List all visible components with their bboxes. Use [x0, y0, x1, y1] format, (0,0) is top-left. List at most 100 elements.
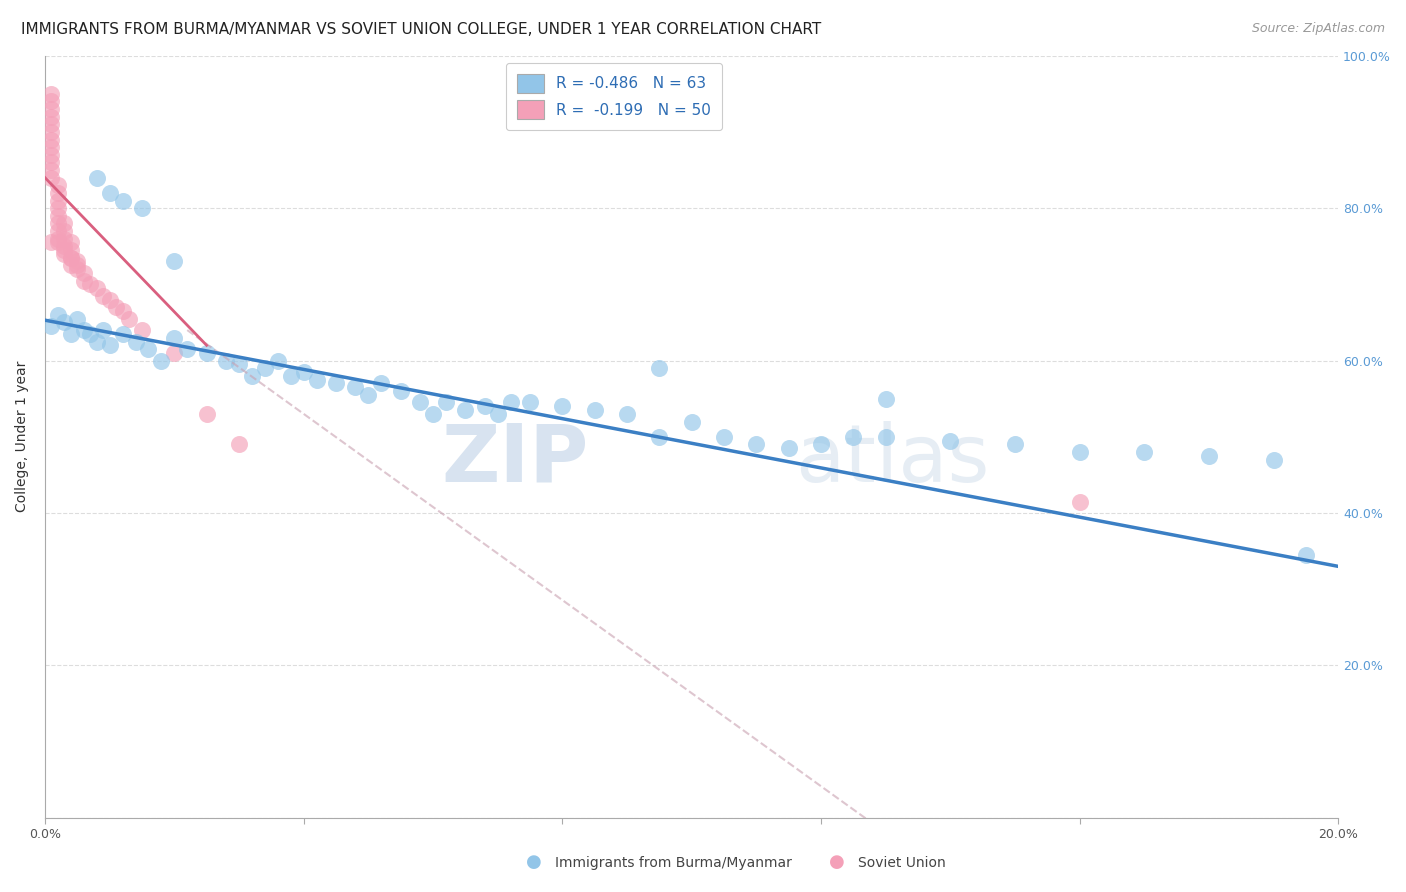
Point — [305, 373, 328, 387]
Point — [41, 319, 63, 334]
Point — [409, 395, 432, 409]
Point — [138, 342, 160, 356]
Point — [810, 437, 832, 451]
Point — [875, 430, 897, 444]
Point — [124, 334, 146, 349]
Point — [150, 353, 173, 368]
Point — [111, 304, 134, 318]
Text: Soviet Union: Soviet Union — [858, 855, 945, 870]
Point — [41, 125, 63, 139]
Point — [195, 407, 218, 421]
Point — [163, 346, 186, 360]
Point — [41, 163, 63, 178]
Point — [616, 407, 638, 421]
Point — [46, 224, 69, 238]
Point — [583, 403, 606, 417]
Text: Source: ZipAtlas.com: Source: ZipAtlas.com — [1251, 22, 1385, 36]
Point — [474, 399, 496, 413]
Point — [267, 353, 290, 368]
Point — [215, 353, 238, 368]
Point — [118, 311, 141, 326]
Point — [41, 95, 63, 109]
Point — [79, 326, 101, 341]
Point — [1069, 494, 1091, 508]
Point — [778, 441, 800, 455]
Text: ●: ● — [526, 853, 543, 871]
Point — [389, 384, 412, 398]
Point — [41, 117, 63, 131]
Point — [86, 281, 108, 295]
Point — [648, 361, 671, 376]
Point — [53, 224, 76, 238]
Point — [745, 437, 768, 451]
Text: atlas: atlas — [794, 421, 990, 499]
Point — [59, 258, 82, 272]
Text: ZIP: ZIP — [441, 421, 588, 499]
Point — [46, 201, 69, 215]
Point — [434, 395, 457, 409]
Point — [131, 323, 153, 337]
Point — [131, 201, 153, 215]
Point — [41, 155, 63, 169]
Point — [73, 323, 96, 337]
Point — [1069, 445, 1091, 459]
Point — [98, 293, 121, 307]
Point — [228, 437, 250, 451]
Point — [1295, 548, 1317, 562]
Point — [66, 258, 89, 272]
Point — [46, 235, 69, 250]
Point — [59, 251, 82, 265]
Point — [1198, 449, 1220, 463]
Point — [66, 311, 89, 326]
Point — [46, 194, 69, 208]
Point — [41, 170, 63, 185]
Point — [46, 209, 69, 223]
Point — [163, 254, 186, 268]
Point — [111, 194, 134, 208]
Point — [86, 334, 108, 349]
Point — [551, 399, 574, 413]
Point — [66, 254, 89, 268]
Point — [53, 232, 76, 246]
Point — [519, 395, 541, 409]
Point — [713, 430, 735, 444]
Point — [939, 434, 962, 448]
Text: IMMIGRANTS FROM BURMA/MYANMAR VS SOVIET UNION COLLEGE, UNDER 1 YEAR CORRELATION : IMMIGRANTS FROM BURMA/MYANMAR VS SOVIET … — [21, 22, 821, 37]
Point — [681, 415, 703, 429]
Point — [41, 110, 63, 124]
Point — [875, 392, 897, 406]
Y-axis label: College, Under 1 year: College, Under 1 year — [15, 361, 30, 513]
Point — [41, 102, 63, 116]
Point — [370, 376, 392, 391]
Point — [486, 407, 509, 421]
Text: Immigrants from Burma/Myanmar: Immigrants from Burma/Myanmar — [555, 855, 792, 870]
Point — [499, 395, 522, 409]
Point — [91, 289, 114, 303]
Point — [46, 178, 69, 193]
Point — [41, 148, 63, 162]
Point — [53, 216, 76, 230]
Point — [357, 388, 380, 402]
Point — [46, 216, 69, 230]
Point — [66, 262, 89, 277]
Point — [163, 331, 186, 345]
Point — [53, 247, 76, 261]
Point — [454, 403, 477, 417]
Point — [41, 235, 63, 250]
Point — [228, 357, 250, 371]
Point — [240, 368, 263, 383]
Point — [344, 380, 367, 394]
Point — [59, 243, 82, 257]
Point — [253, 361, 276, 376]
Point — [195, 346, 218, 360]
Point — [79, 277, 101, 292]
Point — [73, 266, 96, 280]
Point — [325, 376, 347, 391]
Point — [842, 430, 865, 444]
Point — [176, 342, 198, 356]
Point — [53, 239, 76, 253]
Point — [280, 368, 302, 383]
Point — [41, 140, 63, 154]
Point — [648, 430, 671, 444]
Point — [98, 338, 121, 352]
